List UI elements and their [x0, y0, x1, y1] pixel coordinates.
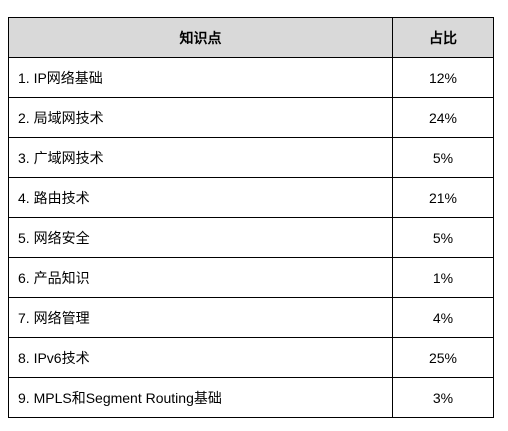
- table-row: 5. 网络安全 5%: [8, 217, 494, 258]
- table-row: 3. 广域网技术 5%: [8, 137, 494, 178]
- topic-cell: 2. 局域网技术: [8, 97, 393, 138]
- table-row: 9. MPLS和Segment Routing基础 3%: [8, 377, 494, 418]
- table-row: 7. 网络管理 4%: [8, 297, 494, 338]
- ratio-cell: 4%: [392, 297, 494, 338]
- topic-cell: 8. IPv6技术: [8, 337, 393, 378]
- table-row: 8. IPv6技术 25%: [8, 337, 494, 378]
- ratio-cell: 25%: [392, 337, 494, 378]
- topic-cell: 7. 网络管理: [8, 297, 393, 338]
- header-ratio: 占比: [392, 17, 494, 58]
- ratio-cell: 24%: [392, 97, 494, 138]
- knowledge-distribution-table: 知识点 占比 1. IP网络基础 12% 2. 局域网技术 24% 3. 广域网…: [8, 17, 494, 418]
- table-row: 6. 产品知识 1%: [8, 257, 494, 298]
- ratio-cell: 3%: [392, 377, 494, 418]
- table-header-row: 知识点 占比: [8, 17, 494, 58]
- ratio-cell: 5%: [392, 137, 494, 178]
- ratio-cell: 1%: [392, 257, 494, 298]
- topic-cell: 3. 广域网技术: [8, 137, 393, 178]
- table-row: 4. 路由技术 21%: [8, 177, 494, 218]
- topic-cell: 1. IP网络基础: [8, 57, 393, 98]
- topic-cell: 6. 产品知识: [8, 257, 393, 298]
- table-row: 2. 局域网技术 24%: [8, 97, 494, 138]
- header-knowledge-point: 知识点: [8, 17, 393, 58]
- topic-cell: 4. 路由技术: [8, 177, 393, 218]
- ratio-cell: 12%: [392, 57, 494, 98]
- table-row: 1. IP网络基础 12%: [8, 57, 494, 98]
- topic-cell: 5. 网络安全: [8, 217, 393, 258]
- ratio-cell: 21%: [392, 177, 494, 218]
- topic-cell: 9. MPLS和Segment Routing基础: [8, 377, 393, 418]
- ratio-cell: 5%: [392, 217, 494, 258]
